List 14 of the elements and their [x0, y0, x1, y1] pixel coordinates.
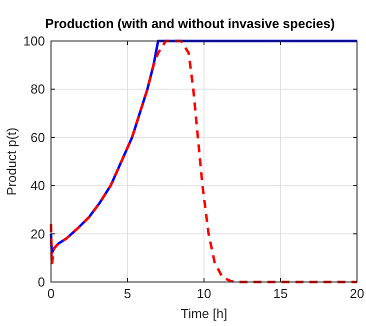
x-tick-label: 0 — [47, 286, 55, 301]
x-axis-title: Time [h] — [180, 306, 228, 321]
y-tick-label: 60 — [30, 130, 45, 145]
x-tick-label: 5 — [124, 286, 132, 301]
x-tick-label: 15 — [273, 286, 288, 301]
y-tick-label: 0 — [38, 274, 45, 290]
x-tick-label: 20 — [350, 286, 364, 301]
y-tick-label: 20 — [30, 226, 45, 242]
x-tick-label: 10 — [196, 286, 212, 301]
y-tick-label: 40 — [30, 178, 45, 194]
y-tick-label: 80 — [30, 82, 45, 97]
y-axis-title: Product p(t) — [4, 128, 19, 196]
y-tick-label: 100 — [23, 34, 45, 48]
chart-title: Production (with and without invasive species) — [45, 16, 335, 31]
